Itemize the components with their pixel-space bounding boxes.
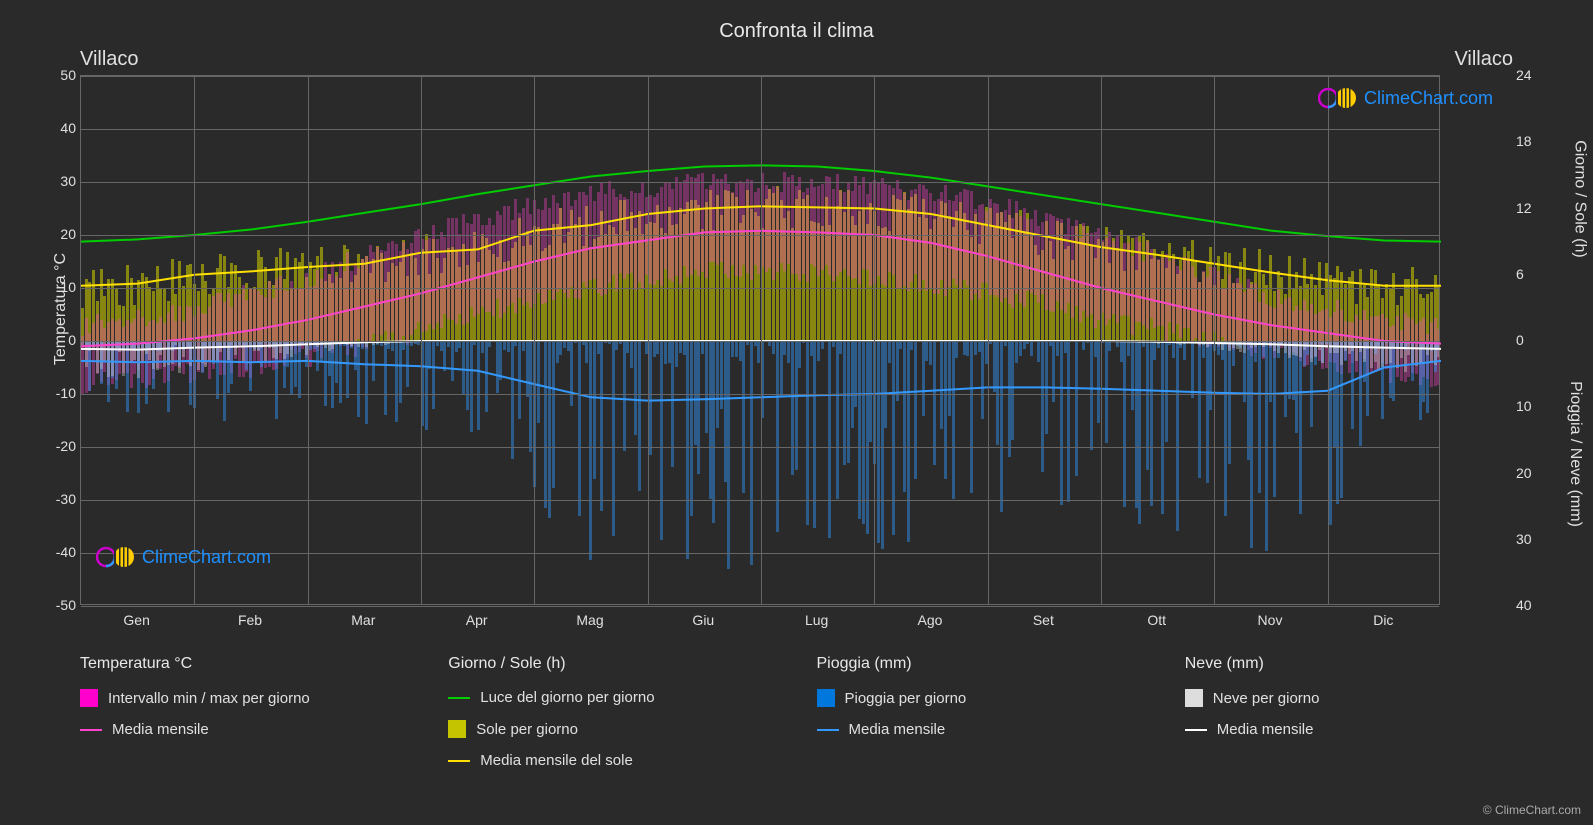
location-label-right: Villaco bbox=[1454, 48, 1513, 71]
y-axis-left-label: Temperatura °C bbox=[52, 253, 70, 365]
watermark-text: ClimeChart.com bbox=[1364, 88, 1493, 109]
x-tick: Lug bbox=[805, 612, 828, 628]
chart-title: Confronta il clima bbox=[0, 20, 1593, 43]
legend-column: Temperatura °C Intervallo min / max per g… bbox=[80, 655, 408, 783]
legend-swatch bbox=[1185, 689, 1203, 707]
y-right-bottom-tick: 30 bbox=[1516, 531, 1541, 547]
x-tick: Set bbox=[1033, 612, 1054, 628]
legend-item: Pioggia per giorno bbox=[817, 689, 1145, 707]
legend-item: Media mensile bbox=[80, 721, 408, 738]
y-left-tick: -20 bbox=[48, 438, 76, 454]
y-left-tick: 50 bbox=[48, 67, 76, 83]
legend-header: Giorno / Sole (h) bbox=[448, 655, 776, 673]
y-right-bottom-tick: 40 bbox=[1516, 597, 1541, 613]
y-left-tick: 40 bbox=[48, 120, 76, 136]
watermark-logo-top: ClimeChart.com bbox=[1318, 86, 1493, 110]
legend: Temperatura °C Intervallo min / max per g… bbox=[80, 655, 1513, 783]
location-label-left: Villaco bbox=[80, 48, 139, 71]
legend-label: Pioggia per giorno bbox=[845, 690, 967, 707]
legend-label: Sole per giorno bbox=[476, 721, 578, 738]
x-tick: Feb bbox=[238, 612, 262, 628]
legend-item: Intervallo min / max per giorno bbox=[80, 689, 408, 707]
x-tick: Mag bbox=[576, 612, 603, 628]
y-right-top-tick: 24 bbox=[1516, 67, 1541, 83]
x-tick: Giu bbox=[692, 612, 714, 628]
copyright-text: © ClimeChart.com bbox=[1483, 803, 1581, 817]
y-right-bottom-tick: 10 bbox=[1516, 398, 1541, 414]
y-left-tick: -30 bbox=[48, 491, 76, 507]
climate-chart: Confronta il clima Villaco Villaco Tempe… bbox=[0, 0, 1593, 825]
y-left-tick: -10 bbox=[48, 385, 76, 401]
legend-swatch bbox=[817, 729, 839, 731]
x-tick: Gen bbox=[123, 612, 149, 628]
legend-label: Media mensile bbox=[1217, 721, 1314, 738]
legend-item: Media mensile bbox=[817, 721, 1145, 738]
legend-label: Neve per giorno bbox=[1213, 690, 1320, 707]
legend-swatch bbox=[448, 697, 470, 699]
legend-header: Temperatura °C bbox=[80, 655, 408, 673]
legend-header: Neve (mm) bbox=[1185, 655, 1513, 673]
legend-item: Luce del giorno per giorno bbox=[448, 689, 776, 706]
x-tick: Apr bbox=[466, 612, 488, 628]
legend-column: Neve (mm) Neve per giorno Media mensile bbox=[1185, 655, 1513, 783]
legend-swatch bbox=[80, 729, 102, 731]
legend-label: Media mensile bbox=[112, 721, 209, 738]
legend-label: Media mensile bbox=[849, 721, 946, 738]
legend-swatch bbox=[817, 689, 835, 707]
legend-swatch bbox=[1185, 729, 1207, 731]
y-right-top-tick: 6 bbox=[1516, 266, 1541, 282]
y-left-tick: -40 bbox=[48, 544, 76, 560]
legend-swatch bbox=[448, 760, 470, 762]
x-tick: Nov bbox=[1258, 612, 1283, 628]
y-left-tick: 30 bbox=[48, 173, 76, 189]
x-tick: Dic bbox=[1373, 612, 1393, 628]
x-tick: Ott bbox=[1147, 612, 1166, 628]
y-axis-right-top-label: Giorno / Sole (h) bbox=[1570, 140, 1588, 257]
y-axis-right-bottom-label: Pioggia / Neve (mm) bbox=[1566, 381, 1584, 527]
watermark-text: ClimeChart.com bbox=[142, 547, 271, 568]
y-left-tick: 0 bbox=[48, 332, 76, 348]
y-left-tick: 20 bbox=[48, 226, 76, 242]
legend-column: Giorno / Sole (h) Luce del giorno per gio… bbox=[448, 655, 776, 783]
y-right-bottom-tick: 20 bbox=[1516, 465, 1541, 481]
x-tick: Mar bbox=[351, 612, 375, 628]
legend-swatch bbox=[80, 689, 98, 707]
x-tick: Ago bbox=[918, 612, 943, 628]
legend-label: Intervallo min / max per giorno bbox=[108, 690, 310, 707]
legend-swatch bbox=[448, 720, 466, 738]
y-left-tick: 10 bbox=[48, 279, 76, 295]
y-right-top-tick: 12 bbox=[1516, 200, 1541, 216]
legend-item: Sole per giorno bbox=[448, 720, 776, 738]
y-right-top-tick: 18 bbox=[1516, 133, 1541, 149]
y-right-top-tick: 0 bbox=[1516, 332, 1541, 348]
legend-label: Media mensile del sole bbox=[480, 752, 633, 769]
legend-item: Media mensile bbox=[1185, 721, 1513, 738]
legend-item: Neve per giorno bbox=[1185, 689, 1513, 707]
y-left-tick: -50 bbox=[48, 597, 76, 613]
legend-column: Pioggia (mm) Pioggia per giorno Media mens… bbox=[817, 655, 1145, 783]
climechart-icon bbox=[1318, 86, 1358, 110]
plot-area bbox=[80, 75, 1440, 605]
legend-item: Media mensile del sole bbox=[448, 752, 776, 769]
legend-label: Luce del giorno per giorno bbox=[480, 689, 654, 706]
legend-header: Pioggia (mm) bbox=[817, 655, 1145, 673]
climechart-icon bbox=[96, 545, 136, 569]
watermark-logo: ClimeChart.com bbox=[96, 545, 271, 569]
